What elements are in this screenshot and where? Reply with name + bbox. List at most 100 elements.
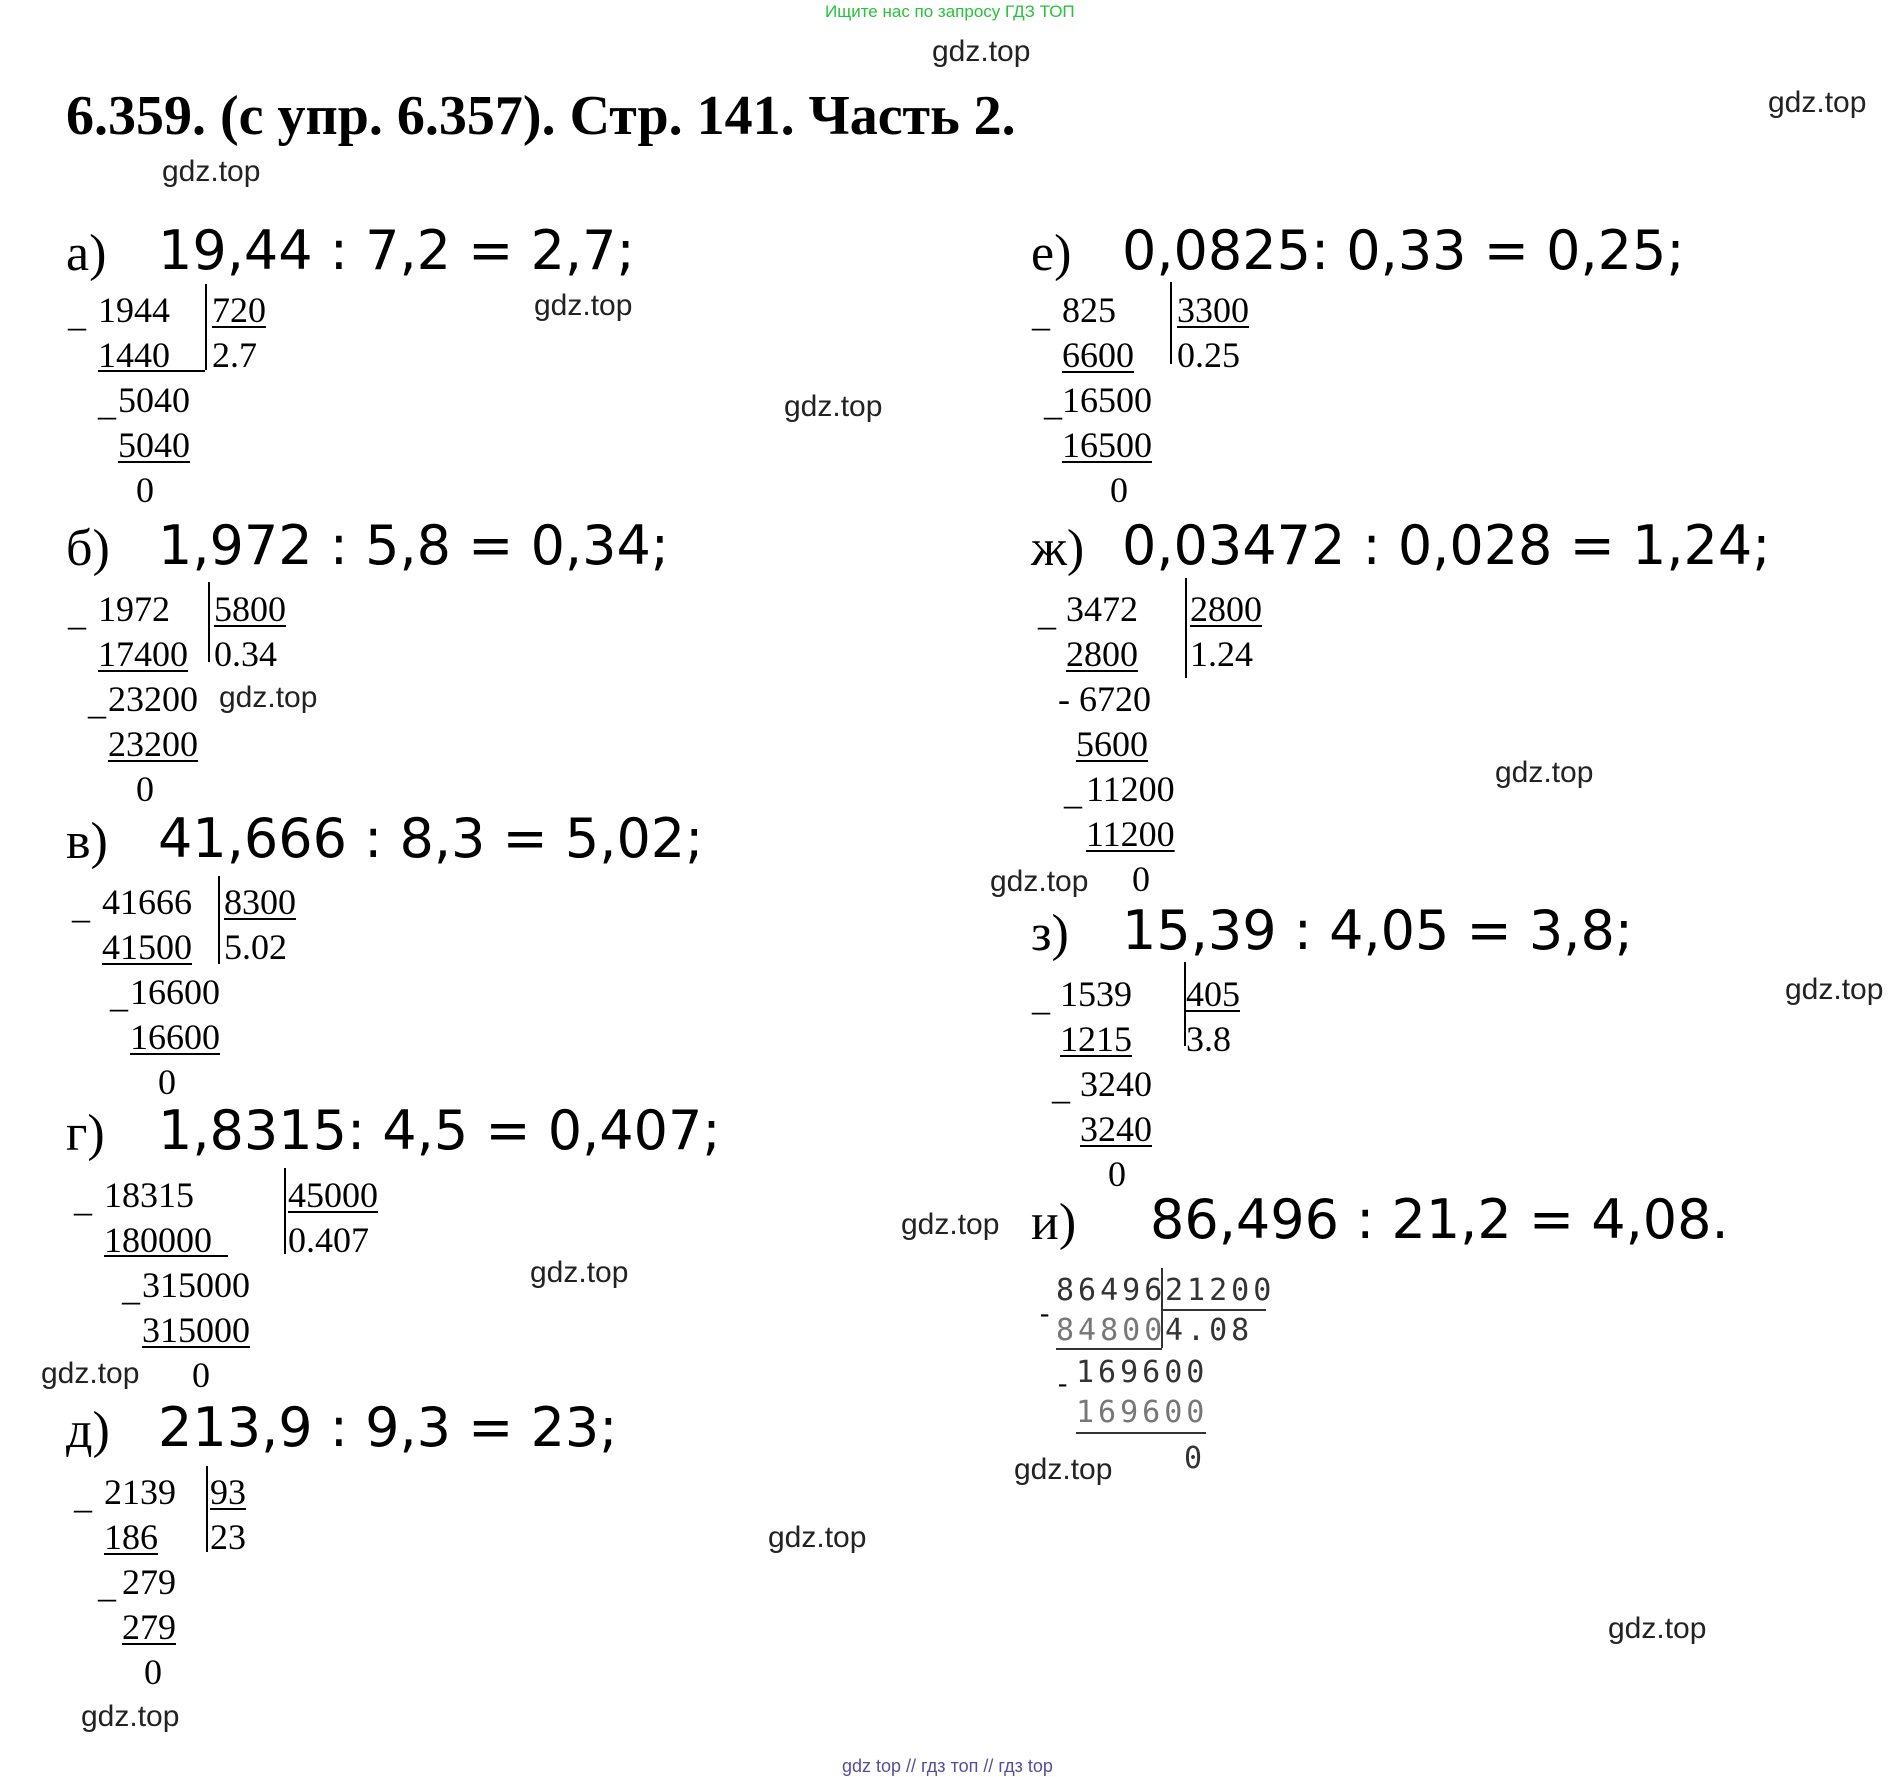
remainder: 11200 <box>1086 769 1175 809</box>
quotient: 1.24 <box>1190 634 1253 674</box>
quotient: 0.407 <box>288 1220 369 1260</box>
minus-sign: _ <box>1044 383 1062 423</box>
dividend: 1539 <box>1060 974 1132 1014</box>
division-bracket <box>1184 962 1186 1046</box>
watermark: gdz.top <box>530 1256 629 1289</box>
problem-letter: ж) <box>1031 520 1085 577</box>
dividend: 41666 <box>102 882 192 922</box>
underline <box>1162 1309 1266 1311</box>
subtrahend: 186 <box>104 1517 158 1557</box>
final-remainder: 0 <box>1132 859 1150 899</box>
dividend: 3472 <box>1066 589 1138 629</box>
final-remainder: 0 <box>1184 1441 1207 1476</box>
minus-sign: _ <box>88 682 106 722</box>
remainder: 23200 <box>108 679 198 719</box>
watermark: gdz.top <box>81 1700 180 1733</box>
divisor: 2800 <box>1190 589 1262 629</box>
divisor: 5800 <box>214 589 286 629</box>
problem-expression: 213,9 : 9,3 = 23; <box>158 1396 618 1459</box>
final-remainder: 0 <box>158 1062 176 1102</box>
minus-sign: _ <box>74 1179 92 1219</box>
dividend: 2139 <box>104 1472 176 1512</box>
watermark: gdz.top <box>1785 973 1884 1006</box>
division-bracket <box>206 1466 208 1552</box>
final-remainder: 0 <box>1108 1154 1126 1194</box>
footer-links: gdz top // гдз топ // гдз top <box>842 1756 1053 1776</box>
problem-letter: в) <box>66 813 108 870</box>
problem-letter: и) <box>1031 1194 1077 1251</box>
dividend: 1972 <box>98 589 170 629</box>
problem-letter: з) <box>1031 905 1069 962</box>
dividend: 18315 <box>104 1175 194 1215</box>
subtrahend: 23200 <box>108 724 198 764</box>
remainder: - 6720 <box>1058 679 1151 719</box>
problem-expression: 15,39 : 4,05 = 3,8; <box>1122 899 1633 962</box>
divisor: 3300 <box>1177 290 1249 330</box>
divisor: 93 <box>210 1472 246 1512</box>
watermark: gdz.top <box>990 865 1089 898</box>
subtrahend: 6600 <box>1062 335 1134 375</box>
problem-expression: 1,972 : 5,8 = 0,34; <box>158 514 669 577</box>
watermark: gdz.top <box>1014 1453 1113 1486</box>
final-remainder: 0 <box>136 470 154 510</box>
divisor: 21200 <box>1165 1273 1276 1308</box>
minus-sign: _ <box>110 975 128 1015</box>
watermark: gdz.top <box>932 35 1031 68</box>
problem-letter: а) <box>66 225 107 282</box>
subtrahend: 16600 <box>130 1017 220 1057</box>
quotient: 5.02 <box>224 927 287 967</box>
underline <box>98 370 205 372</box>
remainder: 315000 <box>142 1265 250 1305</box>
remainder: 16500 <box>1062 380 1152 420</box>
dividend: 1944 <box>98 290 170 330</box>
watermark: gdz.top <box>1608 1612 1707 1645</box>
minus-sign: - <box>1058 1368 1068 1399</box>
watermark: gdz.top <box>162 155 261 188</box>
subtrahend: 16500 <box>1062 425 1152 465</box>
remainder: 169600 <box>1076 1355 1209 1390</box>
subtrahend: 315000 <box>142 1310 250 1350</box>
subtrahend: 279 <box>122 1607 176 1647</box>
division-bracket <box>1185 578 1187 678</box>
subtrahend: 5040 <box>118 425 190 465</box>
problem-letter: г) <box>66 1105 105 1162</box>
minus-sign: _ <box>1064 772 1082 812</box>
subtrahend: 2800 <box>1066 634 1138 674</box>
division-bracket <box>284 1168 286 1254</box>
watermark: gdz.top <box>1495 756 1594 789</box>
dividend: 86496 <box>1056 1273 1167 1308</box>
remainder: 16600 <box>130 972 220 1012</box>
quotient: 2.7 <box>212 335 257 375</box>
subtrahend: 17400 <box>98 634 188 674</box>
minus-sign: _ <box>98 1565 116 1605</box>
final-remainder: 0 <box>1110 470 1128 510</box>
minus-sign: _ <box>68 593 86 633</box>
subtrahend: 11200 <box>1086 814 1175 854</box>
final-remainder: 0 <box>192 1355 210 1395</box>
watermark: gdz.top <box>784 390 883 423</box>
problem-expression: 1,8315: 4,5 = 0,407; <box>158 1099 721 1162</box>
division-bracket <box>218 876 220 964</box>
divisor: 405 <box>1186 974 1240 1014</box>
subtrahend: 169600 <box>1076 1395 1209 1430</box>
divisor: 720 <box>212 290 266 330</box>
watermark: gdz.top <box>768 1521 867 1554</box>
watermark: gdz.top <box>901 1208 1000 1241</box>
problem-expression: 0,03472 : 0,028 = 1,24; <box>1122 514 1771 577</box>
dividend: 825 <box>1062 290 1116 330</box>
problem-expression: 19,44 : 7,2 = 2,7; <box>158 219 635 282</box>
problem-letter: д) <box>66 1402 110 1459</box>
quotient: 0.25 <box>1177 335 1240 375</box>
watermark: gdz.top <box>1768 86 1867 119</box>
problem-letter: е) <box>1031 225 1072 282</box>
division-bracket <box>1161 1268 1163 1348</box>
subtrahend: 41500 <box>102 927 192 967</box>
minus-sign: _ <box>1032 978 1050 1018</box>
divisor: 45000 <box>288 1175 378 1215</box>
minus-sign: _ <box>68 294 86 334</box>
minus-sign: _ <box>1032 294 1050 334</box>
remainder: 5040 <box>118 380 190 420</box>
subtrahend: 5600 <box>1076 724 1148 764</box>
minus-sign: _ <box>1052 1067 1070 1107</box>
quotient: 23 <box>210 1517 246 1557</box>
